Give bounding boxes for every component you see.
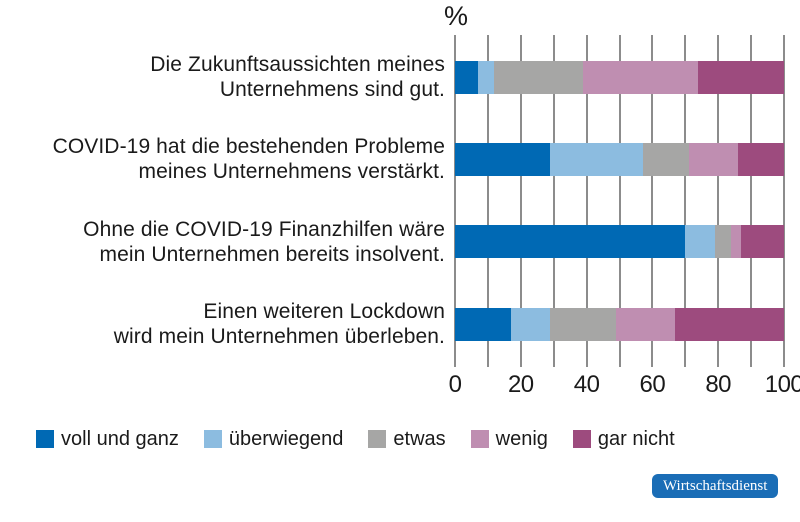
bar-segment-voll-und-ganz — [455, 308, 511, 341]
legend: voll und ganz überwiegend etwas wenig gar ni… — [36, 427, 675, 451]
grid-line — [651, 35, 654, 367]
plot-area — [454, 35, 785, 367]
bar-segment-gar-nicht — [737, 143, 784, 176]
grid-line — [717, 35, 720, 367]
legend-label: wenig — [495, 427, 548, 450]
legend-label: gar nicht — [597, 427, 675, 450]
bar-row-3 — [455, 225, 784, 258]
legend-label: überwiegend — [228, 427, 344, 450]
category-label-line: wird mein Unternehmen überleben. — [113, 325, 445, 348]
legend-label: voll und ganz — [61, 427, 179, 450]
grid-line — [750, 35, 753, 367]
category-label-line: Unternehmens sind gut. — [219, 78, 445, 101]
bar-segment-gar-nicht — [675, 308, 784, 341]
bar-segment-voll-und-ganz — [455, 225, 686, 258]
bar-segment-überwiegend — [550, 143, 643, 176]
grid-line — [585, 35, 588, 367]
legend-swatch — [368, 430, 387, 448]
category-label-line: Die Zukunftsaussichten meines — [150, 53, 445, 76]
bar-segment-etwas — [714, 225, 732, 258]
grid-line — [552, 35, 555, 367]
legend-item-wenig: wenig — [470, 427, 548, 451]
bar-segment-überwiegend — [685, 225, 715, 258]
grid-line — [454, 35, 456, 367]
bar-segment-überwiegend — [510, 308, 551, 341]
x-tick-label: 0 — [448, 371, 462, 398]
legend-swatch — [470, 430, 489, 448]
x-tick-label: 60 — [639, 371, 666, 398]
grid-line — [519, 35, 522, 367]
category-label-covid-probleme: COVID-19 hat die bestehenden Probleme me… — [0, 134, 445, 184]
x-axis-ticks: 0 20 40 60 80 100 — [449, 371, 800, 401]
x-tick-label: 40 — [573, 371, 600, 398]
x-tick-label: 20 — [507, 371, 534, 398]
bar-segment-gar-nicht — [741, 225, 784, 258]
grid-line — [684, 35, 687, 367]
bar-segment-wenig — [731, 225, 742, 258]
x-tick-label: 80 — [705, 371, 732, 398]
category-label-line: COVID-19 hat die bestehenden Probleme — [52, 135, 445, 158]
bar-segment-wenig — [616, 308, 676, 341]
legend-swatch — [36, 430, 54, 448]
bar-segment-überwiegend — [478, 61, 495, 94]
bar-segment-voll-und-ganz — [455, 143, 551, 176]
category-label-line: meines Unternehmens verstärkt. — [138, 160, 445, 183]
grid-line — [783, 35, 785, 367]
grid-line — [618, 35, 621, 367]
y-axis-unit-label: % — [444, 1, 469, 31]
legend-item-voll-und-ganz: voll und ganz — [36, 428, 179, 451]
bar-segment-gar-nicht — [698, 61, 784, 94]
bar-segment-etwas — [494, 61, 584, 94]
bar-segment-voll-und-ganz — [455, 61, 479, 94]
category-label-lockdown: Einen weiteren Lockdown wird mein Untern… — [0, 299, 445, 349]
category-label-line: Ohne die COVID-19 Finanzhilfen wäre — [83, 218, 445, 241]
x-tick-label: 100 — [764, 371, 800, 398]
category-label-line: mein Unternehmen bereits insolvent. — [99, 243, 445, 266]
bar-row-4 — [455, 308, 784, 341]
legend-label: etwas — [393, 427, 446, 450]
bar-row-1 — [455, 61, 784, 94]
legend-item-etwas: etwas — [368, 427, 446, 451]
legend-swatch — [203, 430, 222, 448]
legend-swatch — [572, 430, 591, 448]
bar-segment-etwas — [550, 308, 617, 341]
source-badge: Wirtschaftsdienst — [652, 474, 779, 498]
bar-segment-wenig — [688, 143, 738, 176]
legend-item-überwiegend: überwiegend — [203, 427, 344, 451]
bar-segment-etwas — [642, 143, 689, 176]
grid-line — [486, 35, 489, 367]
category-label-line: Einen weiteren Lockdown — [203, 300, 445, 323]
legend-item-gar-nicht: gar nicht — [572, 427, 675, 451]
bar-row-2 — [455, 143, 784, 176]
bar-segment-wenig — [583, 61, 699, 94]
category-label-zukunftsaussichten: Die Zukunftsaussichten meines Unternehme… — [0, 52, 445, 102]
category-label-finanzhilfen: Ohne die COVID-19 Finanzhilfen wäre mein… — [0, 217, 445, 267]
